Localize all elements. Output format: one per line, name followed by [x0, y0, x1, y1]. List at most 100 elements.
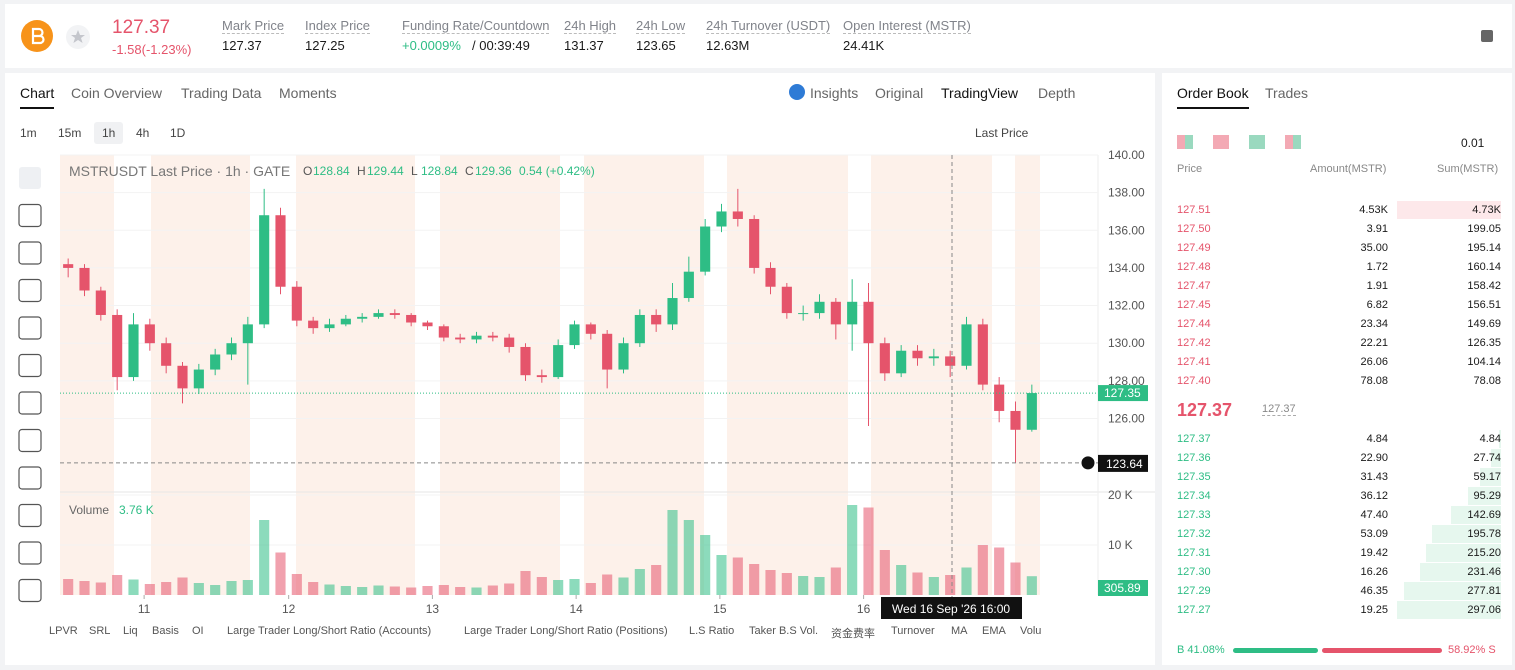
session-band	[1015, 155, 1040, 595]
view-tab[interactable]: Original	[875, 85, 924, 101]
y-tick-label: 138.00	[1108, 186, 1145, 200]
indicator-tab[interactable]: SRL	[89, 625, 111, 637]
book-price[interactable]: 127.40	[1177, 375, 1211, 387]
stat-value: 127.37	[222, 38, 262, 53]
indicator-tab[interactable]: Liq	[123, 625, 138, 637]
column-header: Amount(MSTR)	[1310, 163, 1387, 175]
candle-body	[226, 343, 237, 355]
interval-button[interactable]: 1m	[20, 126, 37, 140]
volume-bar	[324, 584, 335, 595]
book-sum: 104.14	[1467, 356, 1501, 368]
book-price[interactable]: 127.44	[1177, 318, 1211, 330]
indicator-tab[interactable]: OI	[192, 625, 204, 637]
book-amount: 26.06	[1360, 356, 1388, 368]
last-price-label: 127.35	[1104, 386, 1141, 400]
candle-body	[896, 350, 907, 374]
favorite-star[interactable]	[65, 24, 91, 50]
indicator-tab[interactable]: Volu	[1020, 625, 1042, 637]
interval-button[interactable]: 1D	[170, 126, 186, 140]
chart-tab[interactable]: Trading Data	[181, 85, 262, 101]
indicator-tab[interactable]: Turnover	[891, 625, 935, 637]
indicator-tab[interactable]: Large Trader Long/Short Ratio (Positions…	[464, 625, 668, 637]
candle-body	[814, 301, 825, 314]
tool-icon	[18, 541, 42, 565]
interval-button[interactable]: 15m	[58, 126, 82, 140]
book-price[interactable]: 127.33	[1177, 509, 1211, 521]
book-sum: 195.78	[1467, 528, 1501, 540]
volume-bar	[863, 507, 874, 595]
session-band	[60, 155, 114, 595]
book-price[interactable]: 127.49	[1177, 242, 1211, 254]
book-sum: 160.14	[1467, 261, 1501, 273]
volume-bar	[438, 585, 449, 595]
book-price[interactable]: 127.36	[1177, 452, 1211, 464]
candle-body	[373, 313, 384, 317]
candle-body	[585, 324, 596, 334]
settings-icon[interactable]	[1479, 28, 1495, 44]
chart: 126.00 128.00 130.00 132.00 134.00 136.00 138.…	[18, 84, 1155, 619]
book-price[interactable]: 127.42	[1177, 337, 1211, 349]
stat-label: 24h Turnover (USDT)	[706, 18, 831, 34]
x-tick-label: 14	[569, 602, 583, 616]
volume-bar	[814, 577, 825, 595]
book-price[interactable]: 127.34	[1177, 490, 1211, 502]
book-view-toggle[interactable]	[1285, 135, 1301, 149]
book-price[interactable]: 127.51	[1177, 204, 1211, 216]
volume-bar	[308, 582, 319, 595]
book-price[interactable]: 127.27	[1177, 604, 1211, 616]
book-sum: 215.20	[1467, 547, 1501, 559]
book-price[interactable]: 127.50	[1177, 223, 1211, 235]
x-tick-label: 11	[138, 602, 151, 616]
book-price[interactable]: 127.45	[1177, 299, 1211, 311]
interval-button[interactable]: 1h	[94, 122, 124, 144]
book-price[interactable]: 127.29	[1177, 585, 1211, 597]
book-price[interactable]: 127.37	[1177, 433, 1211, 445]
chart-tab[interactable]: Coin Overview	[71, 85, 163, 101]
book-sum: 95.29	[1473, 490, 1501, 502]
book-price[interactable]: 127.32	[1177, 528, 1211, 540]
indicator-tab[interactable]: L.S Ratio	[689, 625, 735, 637]
book-amount: 3.91	[1366, 223, 1388, 235]
indicator-tab[interactable]: Taker B.S Vol.	[749, 625, 819, 637]
order-book-tab[interactable]: Trades	[1265, 85, 1309, 101]
volume-tick-label: 10 K	[1108, 538, 1133, 552]
order-book-tab[interactable]: Order Book	[1177, 85, 1249, 109]
book-view-toggle[interactable]	[1177, 135, 1193, 149]
book-price[interactable]: 127.31	[1177, 547, 1211, 559]
indicator-tab[interactable]: EMA	[982, 625, 1006, 637]
chart-tab[interactable]: Moments	[279, 85, 337, 101]
book-view-toggle[interactable]	[1213, 135, 1229, 149]
x-tick-label: 16	[857, 602, 871, 616]
book-amount: 53.09	[1360, 528, 1388, 540]
view-tab[interactable]: TradingView	[941, 85, 1019, 101]
book-price[interactable]: 127.48	[1177, 261, 1211, 273]
y-tick-label: 134.00	[1108, 261, 1145, 275]
view-tab[interactable]: Insights	[810, 85, 859, 101]
tick-size-select[interactable]: 0.01	[1461, 136, 1485, 150]
volume-bar	[683, 520, 694, 595]
book-price[interactable]: 127.47	[1177, 280, 1211, 292]
candle-body	[520, 346, 531, 376]
book-price[interactable]: 127.35	[1177, 471, 1211, 483]
book-view-toggle[interactable]	[1249, 135, 1265, 149]
coin-icon	[21, 20, 53, 52]
chart-tab[interactable]: Chart	[20, 85, 55, 109]
tool-icon	[18, 578, 42, 603]
candle-body	[863, 301, 874, 344]
volume-bar	[177, 577, 188, 595]
indicator-tab[interactable]: Basis	[152, 625, 179, 637]
indicator-tab[interactable]: LPVR	[49, 625, 78, 637]
interval-button[interactable]: 4h	[136, 126, 150, 140]
indicator-tab[interactable]: Large Trader Long/Short Ratio (Accounts)	[227, 625, 432, 637]
book-price[interactable]: 127.30	[1177, 566, 1211, 578]
indicator-tab[interactable]: 资金费率	[831, 628, 875, 640]
y-tick-label: 132.00	[1108, 299, 1145, 313]
price-type-select[interactable]: Last Price	[975, 126, 1029, 140]
book-price[interactable]: 127.41	[1177, 356, 1211, 368]
view-tab[interactable]: Depth	[1038, 85, 1076, 101]
tool-icon	[18, 241, 42, 265]
indicator-tab[interactable]: MA	[951, 625, 968, 637]
volume-bar	[504, 583, 515, 595]
stat-value: 12.63M	[706, 38, 750, 53]
candle-body	[63, 264, 74, 268]
